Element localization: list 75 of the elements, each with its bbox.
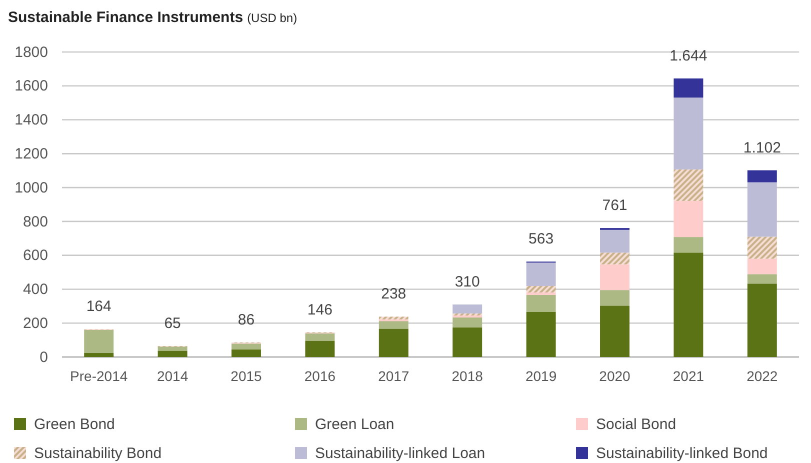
bar bbox=[232, 349, 261, 357]
x-tick-label: 2020 bbox=[599, 368, 631, 384]
bar bbox=[747, 182, 777, 237]
x-tick-label: 2019 bbox=[525, 368, 557, 384]
legend-label: Sustainability Bond bbox=[34, 445, 162, 462]
total-label: 86 bbox=[238, 311, 255, 328]
bar bbox=[600, 306, 630, 357]
bar bbox=[452, 318, 482, 328]
y-tick-label: 800 bbox=[22, 213, 48, 230]
x-tick-label: 2022 bbox=[746, 368, 778, 384]
bar bbox=[674, 78, 704, 98]
bar bbox=[378, 321, 408, 329]
total-label: 164 bbox=[86, 298, 112, 316]
bar bbox=[158, 346, 188, 351]
legend-label: Green Bond bbox=[34, 416, 115, 433]
legend-label: Green Loan bbox=[315, 416, 394, 433]
bar bbox=[600, 264, 630, 290]
bar bbox=[305, 333, 335, 341]
x-tick-label: 2015 bbox=[230, 368, 262, 384]
y-tick-label: 400 bbox=[22, 281, 48, 298]
x-tick-label: 2017 bbox=[378, 368, 410, 384]
bar bbox=[452, 304, 482, 314]
bar bbox=[305, 340, 335, 357]
bar bbox=[747, 274, 777, 284]
bar bbox=[84, 352, 114, 357]
x-tick-label: 2018 bbox=[452, 368, 484, 384]
bar bbox=[452, 327, 482, 357]
bar bbox=[378, 328, 408, 357]
bar bbox=[747, 236, 777, 259]
total-label: 146 bbox=[307, 301, 332, 318]
total-label: 1.102 bbox=[743, 139, 781, 156]
total-label: 238 bbox=[381, 286, 406, 303]
bar bbox=[232, 344, 261, 350]
bar bbox=[674, 252, 704, 357]
y-tick-label: 1400 bbox=[14, 112, 48, 129]
legend-label: Social Bond bbox=[596, 416, 676, 433]
total-label: 563 bbox=[528, 230, 554, 248]
bar bbox=[600, 252, 630, 264]
bar bbox=[674, 169, 704, 201]
bar bbox=[526, 286, 556, 292]
y-tick-label: 0 bbox=[40, 348, 48, 366]
bar bbox=[526, 312, 556, 357]
chart-title: Sustainable Finance Instruments bbox=[8, 9, 244, 26]
bar bbox=[84, 330, 114, 353]
y-tick-label: 200 bbox=[22, 314, 48, 332]
total-label: 65 bbox=[164, 314, 181, 332]
total-label: 1.644 bbox=[670, 47, 708, 64]
bar bbox=[526, 262, 556, 286]
x-tick-label: 2014 bbox=[156, 368, 188, 384]
y-tick-label: 1800 bbox=[14, 44, 48, 61]
legend-label: Sustainability-linked Loan bbox=[315, 445, 486, 462]
bar bbox=[600, 230, 630, 253]
y-tick-label: 1000 bbox=[14, 179, 48, 196]
total-label: 761 bbox=[602, 197, 628, 214]
chart-subtitle: (USD bn) bbox=[247, 11, 298, 25]
total-label: 310 bbox=[454, 273, 480, 290]
y-tick-label: 600 bbox=[22, 247, 48, 264]
bar bbox=[452, 315, 482, 318]
bar bbox=[526, 292, 556, 295]
bar bbox=[674, 200, 704, 238]
bar bbox=[600, 290, 630, 306]
bar bbox=[747, 258, 777, 274]
legend-label: Sustainability-linked Bond bbox=[596, 445, 768, 462]
bar bbox=[674, 98, 704, 170]
bar bbox=[526, 294, 556, 312]
x-tick-label: Pre-2014 bbox=[70, 368, 128, 384]
bar bbox=[674, 237, 704, 253]
x-tick-label: 2021 bbox=[672, 368, 704, 384]
y-tick-label: 1200 bbox=[14, 145, 48, 162]
y-tick-label: 1600 bbox=[14, 78, 48, 95]
bar bbox=[747, 170, 777, 182]
bar bbox=[747, 284, 777, 357]
bar bbox=[378, 316, 408, 320]
bar bbox=[158, 350, 188, 357]
x-tick-label: 2016 bbox=[304, 368, 336, 384]
